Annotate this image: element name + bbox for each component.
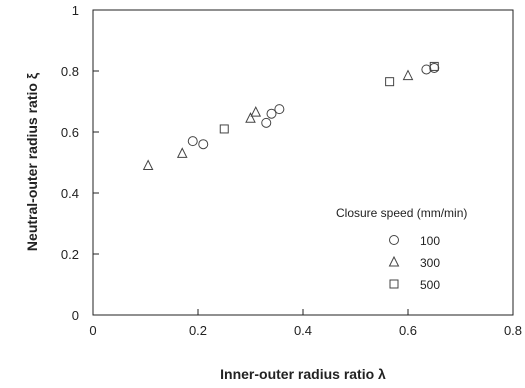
x-tick-label: 0	[89, 323, 96, 338]
legend: Closure speed (mm/min) 100 300 500	[336, 206, 467, 292]
data-point-square	[429, 61, 439, 71]
y-tick-label: 0	[72, 308, 79, 323]
x-tick-label: 0.2	[189, 323, 207, 338]
data-point-circle	[266, 108, 277, 119]
legend-marker-square	[389, 279, 399, 289]
data-point-triangle	[245, 112, 256, 123]
tick-labels: 0 0.2 0.4 0.6 0.8 0 0.2 0.4 0.6 0.8 1	[61, 3, 522, 338]
plot-area	[92, 9, 514, 316]
data-point-triangle	[142, 159, 154, 171]
y-tick-label: 1	[72, 3, 79, 18]
legend-label: 500	[420, 278, 440, 292]
data-point-circle	[261, 117, 272, 128]
legend-items: 100 300 500	[388, 234, 440, 292]
data-points	[142, 61, 440, 171]
data-point-square	[219, 124, 229, 134]
data-point-circle	[421, 64, 432, 75]
y-axis-title: Neutral-outer radius ratio ξ	[24, 72, 40, 251]
data-point-circle	[187, 136, 198, 147]
legend-marker-triangle	[388, 255, 400, 267]
data-point-triangle	[176, 147, 188, 158]
x-tick-label: 0.4	[294, 323, 312, 338]
legend-marker-circle	[389, 235, 399, 245]
y-tick-label: 0.4	[61, 186, 79, 201]
x-tick-label: 0.8	[504, 323, 522, 338]
data-point-square	[385, 77, 395, 87]
y-tick-label: 0.2	[61, 247, 79, 262]
data-point-circle	[198, 139, 209, 150]
y-tick-label: 0.8	[61, 64, 79, 79]
y-tick-label: 0.6	[61, 125, 79, 140]
legend-title: Closure speed (mm/min)	[336, 206, 467, 220]
legend-label: 300	[420, 256, 440, 270]
x-tick-label: 0.6	[399, 323, 417, 338]
data-point-circle	[274, 104, 285, 115]
data-point-triangle	[250, 106, 262, 117]
legend-label: 100	[420, 234, 440, 248]
axis-ticks	[92, 9, 514, 316]
data-point-triangle	[402, 69, 414, 81]
x-axis-title: Inner-outer radius ratio λ	[220, 366, 386, 382]
